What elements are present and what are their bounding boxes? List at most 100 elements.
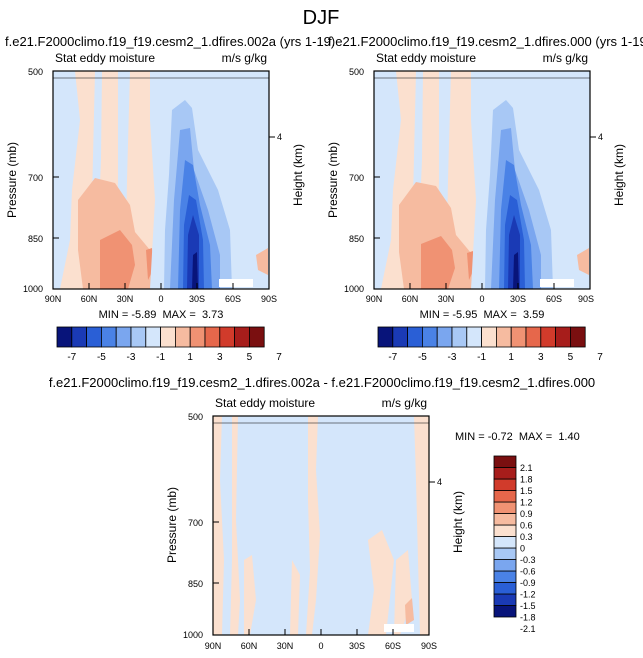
- colorbar-swatch: [421, 326, 438, 348]
- colorbar-label: 7: [276, 352, 282, 363]
- x-tick-label: 60S: [546, 294, 562, 304]
- colorbar-label: 1.8: [520, 475, 533, 485]
- x-tick-label: 30S: [349, 641, 365, 651]
- colorbar-label: 0: [520, 544, 525, 554]
- colorbar-swatch: [101, 326, 117, 348]
- height-tick-label: 4: [598, 132, 603, 142]
- y-tick-label: 850: [349, 234, 364, 244]
- colorbar-swatch: [466, 326, 482, 348]
- y-axis-title: Pressure (mb): [165, 487, 179, 563]
- colorbar-label: 0.3: [520, 532, 533, 542]
- colorbar-label: 2.1: [520, 463, 533, 473]
- colorbar-swatch: [493, 570, 517, 583]
- min-max-label: MIN = -5.95 MAX = 3.59: [420, 309, 545, 321]
- x-tick-label: 90N: [205, 641, 222, 651]
- y-axis-left: 500 700 850 1000 Pressure (mb): [326, 67, 380, 294]
- panel-bottom: f.e21.F2000climo.f19_f19.cesm2_1.dfires.…: [49, 375, 595, 651]
- colorbar-label: 0.6: [520, 521, 533, 531]
- x-tick-label: 30S: [189, 294, 205, 304]
- colorbar-swatch: [493, 605, 517, 618]
- y-tick-label: 1000: [23, 284, 43, 294]
- colorbar-label: 3: [217, 352, 223, 363]
- height-axis-title: Height (km): [612, 144, 626, 206]
- colorbar-swatch: [392, 326, 408, 348]
- y-tick-label: 500: [188, 412, 203, 422]
- colorbar-label: -7: [67, 352, 76, 363]
- colorbar-swatch: [555, 326, 571, 348]
- y-tick-label: 700: [28, 173, 43, 183]
- colorbar-label: 1: [508, 352, 514, 363]
- colorbar-swatch: [493, 524, 517, 537]
- colorbar: -7 -5 -3 -1 1 3 5 7: [56, 326, 282, 363]
- y-axis-right: 4 Height (km): [269, 132, 305, 206]
- colorbar-label: -1.5: [520, 601, 536, 611]
- panel-top-left: f.e21.F2000climo.f19_f19.cesm2_1.dfires.…: [5, 34, 335, 363]
- colorbar-label: -3: [127, 352, 136, 363]
- colorbar-label: 5: [568, 352, 574, 363]
- x-tick-label: 30S: [510, 294, 526, 304]
- colorbar-swatch: [204, 326, 221, 348]
- colorbar-swatch: [451, 326, 468, 348]
- x-tick-label: 60S: [385, 641, 401, 651]
- colorbar-swatch: [495, 326, 512, 348]
- x-tick-label: 90S: [578, 294, 594, 304]
- x-tick-label: 0: [318, 641, 323, 651]
- units-string: m/s g/kg: [222, 51, 267, 65]
- y-tick-label: 1000: [183, 630, 203, 640]
- y-axis-title: Pressure (mb): [326, 142, 340, 218]
- colorbar-label: -7: [388, 352, 397, 363]
- colorbar-swatch: [510, 326, 527, 348]
- colorbar-swatch: [493, 536, 517, 549]
- colorbar-swatch: [248, 326, 265, 348]
- colorbar-swatch: [189, 326, 206, 348]
- colorbar-label: -5: [97, 352, 106, 363]
- units-string: m/s g/kg: [382, 396, 427, 410]
- colorbar-swatch: [525, 326, 542, 348]
- colorbar-label: 0.9: [520, 509, 533, 519]
- panel-top-right: f.e21.F2000climo.f19_f19.cesm2_1.dfires.…: [326, 34, 643, 363]
- y-axis-title: Pressure (mb): [5, 142, 19, 218]
- colorbar-label: -2.1: [520, 624, 536, 634]
- x-tick-label: 60S: [225, 294, 241, 304]
- colorbar-swatch: [160, 326, 176, 348]
- y-tick-label: 500: [28, 67, 43, 77]
- panel-title: f.e21.F2000climo.f19_f19.cesm2_1.dfires.…: [49, 375, 595, 390]
- x-tick-label: 60N: [241, 641, 258, 651]
- y-axis-right: 4 Height (km): [429, 477, 465, 553]
- colorbar-swatch: [493, 478, 517, 491]
- colorbar-label: 3: [538, 352, 544, 363]
- colorbar-label: 1.2: [520, 498, 533, 508]
- colorbar-swatch: [86, 326, 102, 348]
- y-tick-label: 500: [349, 67, 364, 77]
- colorbar: -7 -5 -3 -1 1 3 5 7: [377, 326, 603, 363]
- colorbar-label: -5: [418, 352, 427, 363]
- colorbar-label: -1: [156, 352, 165, 363]
- contour-field: [53, 71, 269, 289]
- colorbar-swatch: [493, 501, 517, 514]
- x-tick-label: 30N: [277, 641, 294, 651]
- min-max-label: MIN = -0.72 MAX = 1.40: [455, 431, 580, 443]
- figure-title: DJF: [303, 7, 340, 29]
- y-tick-label: 850: [28, 234, 43, 244]
- min-max-label: MIN = -5.89 MAX = 3.73: [99, 309, 224, 321]
- colorbar-swatch: [436, 326, 453, 348]
- colorbar-swatch: [219, 326, 236, 348]
- contour-field: [213, 416, 429, 635]
- left-string: Stat eddy moisture: [376, 51, 476, 65]
- colorbar-label: 1: [187, 352, 193, 363]
- x-tick-label: 30N: [117, 294, 134, 304]
- colorbar-swatch: [493, 582, 517, 595]
- panel-title: f.e21.F2000climo.f19_f19.cesm2_1.dfires.…: [328, 34, 643, 49]
- x-tick-label: 30N: [438, 294, 455, 304]
- x-tick-label: 90N: [366, 294, 383, 304]
- colorbar-label: 7: [597, 352, 603, 363]
- colorbar-label: -0.3: [520, 555, 536, 565]
- x-axis: 90N 60N 30N 0 30S 60S 90S: [366, 283, 594, 304]
- y-axis-left: 500 700 850 1000 Pressure (mb): [5, 67, 59, 294]
- x-tick-label: 60N: [402, 294, 419, 304]
- colorbar-label: -0.9: [520, 578, 536, 588]
- x-tick-label: 0: [158, 294, 163, 304]
- colorbar-swatch: [115, 326, 132, 348]
- x-tick-label: 90S: [261, 294, 277, 304]
